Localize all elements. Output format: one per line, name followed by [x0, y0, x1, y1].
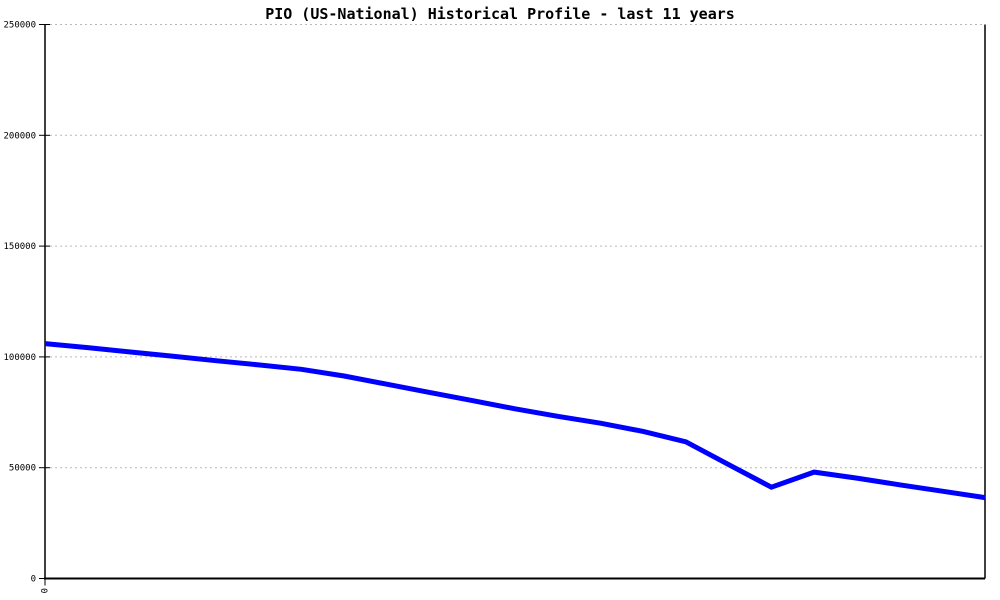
svg-text:150000: 150000	[3, 242, 36, 252]
svg-text:100000: 100000	[3, 353, 36, 363]
svg-text:200000: 200000	[3, 131, 36, 141]
svg-text:0: 0	[31, 575, 36, 585]
data-series-line	[44, 341, 986, 501]
svg-text:250000: 250000	[3, 21, 36, 31]
chart-title: PIO (US-National) Historical Profile - l…	[265, 5, 735, 23]
axis-ticks	[39, 24, 50, 586]
grid-lines	[45, 24, 985, 469]
axis-lines	[44, 24, 986, 580]
svg-text:50000: 50000	[9, 464, 36, 474]
axis-labels: 0 50000 100000 150000 200000 250000 0	[3, 21, 48, 594]
svg-text:0: 0	[38, 588, 48, 593]
